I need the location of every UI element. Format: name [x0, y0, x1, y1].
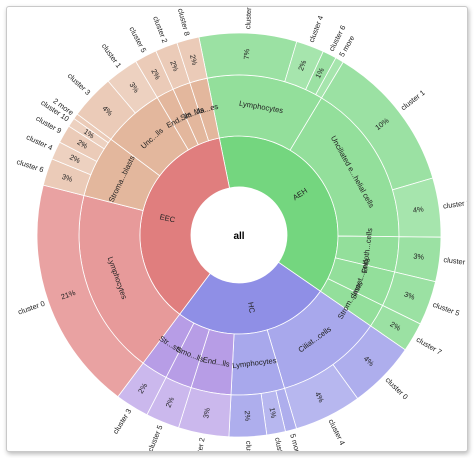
- leaf-pct-cluster-4: 2%: [296, 58, 308, 72]
- leaf-name-cluster-1: cluster 1: [100, 42, 124, 70]
- leaf-name-cluster-2: cluster 2: [193, 437, 207, 451]
- leaf-name-cluster-6: cluster 6: [16, 157, 45, 174]
- leaf-pct-cluster-2: 3%: [201, 407, 212, 420]
- leaf-pct-cluster-7: 2%: [243, 410, 252, 421]
- leaf-name-cluster-2: cluster 2: [442, 198, 467, 211]
- leaf-pct-cluster-5: 2%: [164, 395, 177, 409]
- leaf-name-cluster-7: cluster 7: [244, 441, 254, 451]
- leaf-name-cluster-7: cluster 7: [415, 335, 444, 357]
- leaf-pct-cluster-4: 2%: [68, 152, 82, 165]
- leaf-eec-ma-es-cluster-8[interactable]: [176, 36, 208, 84]
- leaf-pct-cluster-3: 3%: [413, 251, 425, 261]
- leaf-pct-cluster-6: 1%: [313, 66, 326, 80]
- leaf-name-cluster-1: cluster 1: [273, 437, 287, 451]
- leaf-name-cluster-4: cluster 4: [25, 132, 54, 152]
- leaf-pct-cluster-1: 1%: [267, 407, 278, 420]
- leaf-name-cluster-5: cluster 5: [432, 300, 461, 318]
- leaf-pct-cluster-2: 2%: [168, 59, 180, 73]
- leaf-pct-cluster-6: 3%: [61, 172, 74, 184]
- leaf-pct-cluster-8: 2%: [188, 53, 200, 66]
- leaf-name-cluster-5: cluster 5: [146, 424, 165, 451]
- leaf-name-cluster-0: cluster 0: [384, 375, 410, 401]
- leaf-pct-cluster-0: 7%: [242, 48, 251, 60]
- sector-label-hc: HC: [246, 301, 257, 314]
- leaf-name-cluster-0: cluster 0: [243, 7, 253, 29]
- leaf-pct-cluster-2: 4%: [412, 204, 424, 214]
- leaf-name-cluster-3: cluster 3: [66, 71, 93, 97]
- leaf-name-cluster-8: cluster 8: [176, 7, 192, 36]
- arc-layer: [36, 32, 442, 438]
- leaf-name-cluster-3: cluster 3: [111, 407, 133, 435]
- leaf-name-cluster-2: cluster 2: [151, 15, 169, 44]
- leaf-name-cluster-3: cluster 3: [443, 255, 467, 267]
- leaf-name-cluster-4: cluster 4: [327, 418, 347, 447]
- leaf-pct-cluster-4: 4%: [313, 390, 326, 404]
- leaf-name-cluster-1: cluster 1: [399, 88, 427, 112]
- leaf-name-5-more: 5 more: [288, 433, 303, 451]
- leaf-pct-cluster-5: 3%: [403, 290, 416, 302]
- chart-frame: AEH Lymphocytes 7% cluster 0 2% cluster 4 1% cl…: [6, 6, 468, 452]
- leaf-name-cluster-4: cluster 4: [307, 14, 325, 43]
- center-label: all: [233, 231, 244, 242]
- center-hole: [191, 187, 287, 283]
- sector-label-eec: EEC: [159, 212, 177, 224]
- leaf-name-cluster-5: cluster 5: [127, 25, 148, 54]
- leaf-name-cluster-0: cluster 0: [17, 299, 46, 317]
